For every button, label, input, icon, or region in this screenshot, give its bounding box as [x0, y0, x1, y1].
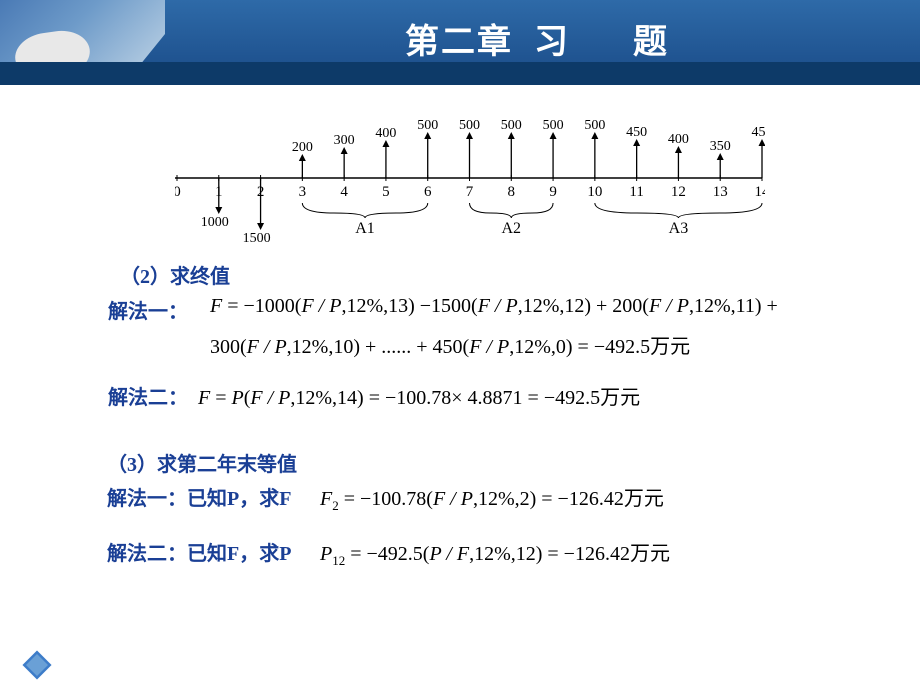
svg-text:A2: A2 [502, 220, 522, 237]
svg-text:12: 12 [671, 184, 686, 200]
svg-text:A1: A1 [355, 220, 375, 237]
header-dark-band [0, 62, 920, 85]
svg-text:10: 10 [587, 184, 602, 200]
method2-label: 解法二： [108, 381, 188, 410]
slide-title: 第二章 习 题 [405, 14, 669, 63]
section2-title: （2）求终值 [120, 260, 230, 289]
svg-text:500: 500 [543, 118, 564, 133]
cashflow-diagram: 0123456789101112131420030040050050050050… [175, 103, 765, 258]
method2-formula: F = P(F / P,12%,14) = −100.78× 4.8871 = … [198, 381, 640, 410]
svg-text:3: 3 [299, 184, 307, 200]
svg-text:500: 500 [584, 118, 605, 133]
svg-text:7: 7 [466, 184, 474, 200]
svg-text:350: 350 [710, 139, 731, 154]
svg-text:6: 6 [424, 184, 432, 200]
slide-content: 0123456789101112131420030040050050050050… [0, 85, 920, 690]
svg-text:300: 300 [334, 133, 355, 148]
s3-method2-label: 解法二：已知F，求P [107, 537, 291, 566]
svg-text:A3: A3 [669, 220, 689, 237]
svg-text:1000: 1000 [201, 215, 229, 230]
svg-text:5: 5 [382, 184, 390, 200]
s3-method2-formula: P12 = −492.5(P / F,12%,12) = −126.42万元 [320, 537, 670, 569]
svg-text:0: 0 [175, 184, 181, 200]
slide-header: 第二章 习 题 [0, 0, 920, 85]
svg-text:13: 13 [713, 184, 728, 200]
footer-diamond-icon [22, 650, 52, 680]
svg-text:1500: 1500 [243, 231, 271, 246]
svg-text:200: 200 [292, 140, 313, 155]
svg-text:4: 4 [340, 184, 348, 200]
s3-method1-formula: F2 = −100.78(F / P,12%,2) = −126.42万元 [320, 482, 664, 514]
svg-text:450: 450 [752, 125, 766, 140]
method1-label: 解法一： [108, 295, 188, 324]
svg-text:8: 8 [508, 184, 516, 200]
section3-title: （3）求第二年末等值 [107, 448, 297, 477]
svg-text:450: 450 [626, 125, 647, 140]
svg-text:9: 9 [549, 184, 557, 200]
svg-text:14: 14 [755, 184, 766, 200]
svg-text:400: 400 [375, 126, 396, 141]
method1-formula-line1: F = −1000(F / P,12%,13) −1500(F / P,12%,… [210, 295, 778, 318]
s3-method1-label: 解法一：已知P，求F [107, 482, 291, 511]
method1-formula-line2: 300(F / P,12%,10) + ...... + 450(F / P,1… [210, 330, 690, 359]
svg-text:11: 11 [629, 184, 643, 200]
header-top-band: 第二章 习 题 [0, 0, 920, 62]
svg-text:500: 500 [417, 118, 438, 133]
svg-text:400: 400 [668, 132, 689, 147]
svg-text:500: 500 [459, 118, 480, 133]
svg-text:500: 500 [501, 118, 522, 133]
